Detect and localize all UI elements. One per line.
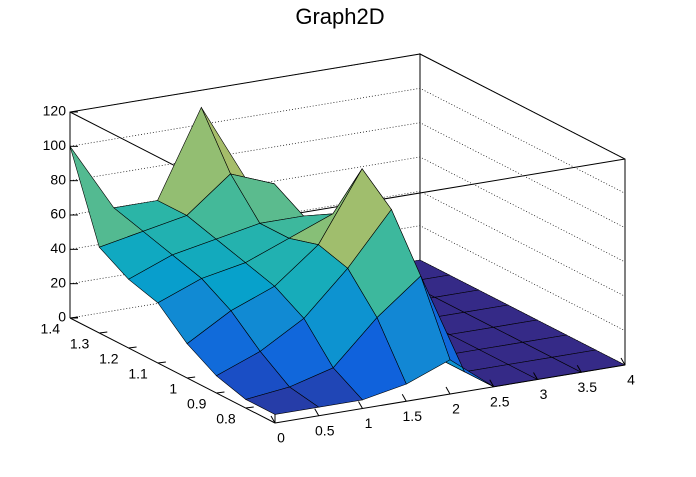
x-tick-label: 2.5 <box>490 393 510 409</box>
x-tick-label: 3.5 <box>578 379 598 395</box>
x-tick-label: 0.5 <box>315 422 335 438</box>
x-tick-label: 1.5 <box>403 408 423 424</box>
grid-line <box>69 53 626 160</box>
y-tick-label: 0.8 <box>216 411 236 427</box>
chart-title: Graph2D <box>295 4 384 29</box>
x-tick-label: 2 <box>452 401 460 417</box>
z-tick-label: 100 <box>43 137 67 153</box>
grid-line <box>69 225 626 332</box>
grid-line <box>69 156 626 263</box>
y-tick <box>69 316 79 319</box>
y-tick-label: 1.1 <box>128 366 148 382</box>
z-tick-label: 80 <box>50 171 66 187</box>
z-tick-label: 40 <box>50 240 66 256</box>
x-tick <box>401 394 407 402</box>
y-tick-label: 1.2 <box>99 351 119 367</box>
x-tick <box>358 401 363 409</box>
x-tick <box>270 415 276 424</box>
x-tick <box>489 379 495 387</box>
z-tick-label: 0 <box>58 309 66 325</box>
y-tick-label: 1.4 <box>41 321 61 337</box>
y-tick-label: 1 <box>169 381 177 397</box>
x-tick <box>445 386 451 395</box>
box-edge <box>274 158 626 218</box>
y-tick <box>187 376 196 379</box>
x-tick <box>314 408 320 416</box>
y-tick <box>128 346 137 349</box>
y-tick <box>245 406 254 409</box>
x-tick-label: 1 <box>365 415 373 431</box>
x-tick-label: 4 <box>627 372 635 388</box>
x-tick <box>620 357 626 366</box>
surface-cell <box>244 386 320 415</box>
x-tick <box>533 372 538 380</box>
y-tick <box>216 391 225 394</box>
y-axis <box>69 317 276 424</box>
z-tick-label: 60 <box>50 206 66 222</box>
grid-line <box>69 122 626 229</box>
y-tick <box>157 361 166 364</box>
grid-line <box>69 190 626 297</box>
z-tick-label: 120 <box>43 103 67 119</box>
x-tick <box>576 365 582 373</box>
y-tick-label: 1.3 <box>70 336 90 352</box>
grid-line <box>69 87 626 194</box>
y-tick <box>99 331 108 334</box>
z-tick-label: 20 <box>50 274 66 290</box>
y-tick-label: 0.9 <box>187 396 207 412</box>
x-tick-label: 3 <box>540 386 548 402</box>
x-tick-label: 0 <box>277 430 285 446</box>
